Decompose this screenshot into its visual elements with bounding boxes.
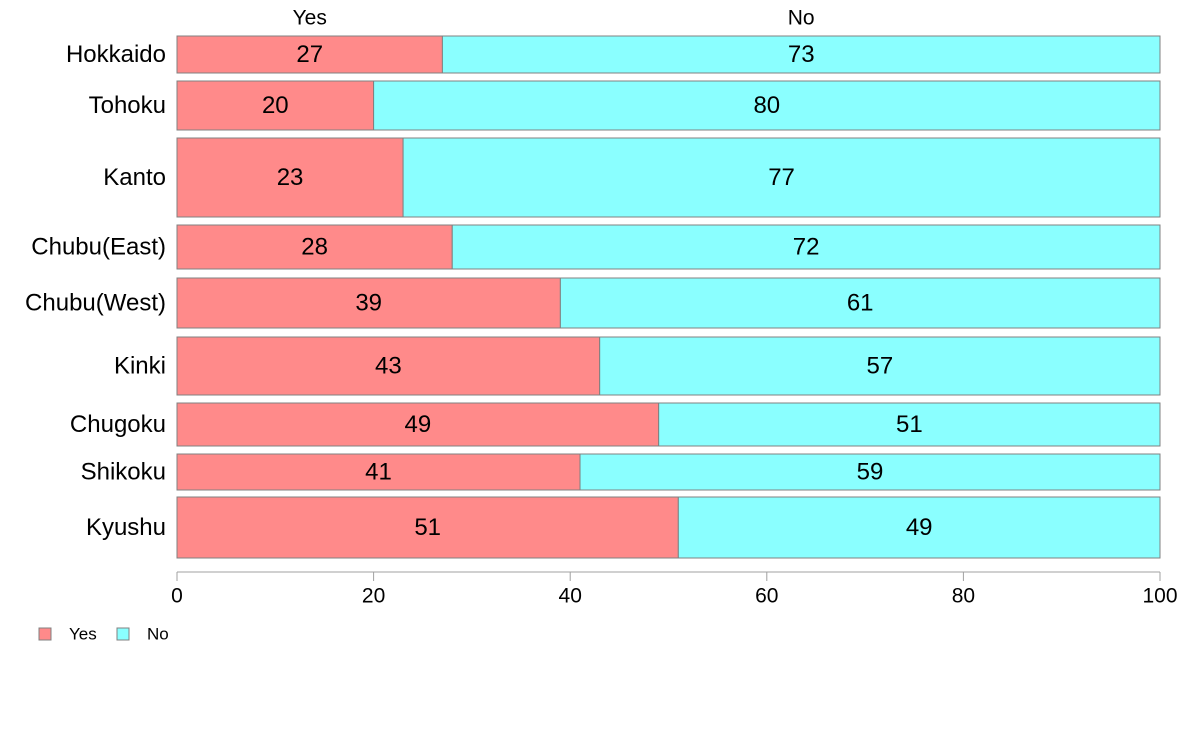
category-label: Kanto [103, 164, 166, 191]
bar-segment-yes [176, 224, 453, 270]
bar-value-label: 80 [753, 92, 780, 119]
bar-value-label: 72 [793, 234, 820, 261]
bar-value-label: 39 [355, 290, 382, 317]
legend: Yes No [38, 625, 169, 644]
x-tick-label: 40 [559, 585, 582, 608]
bar-segment-no [658, 402, 1161, 447]
bar-value-label: 57 [866, 353, 893, 380]
bar-segment-yes [176, 496, 679, 559]
x-tick-label: 0 [171, 585, 183, 608]
category-label: Kyushu [86, 514, 166, 541]
bar-value-label: 73 [788, 41, 815, 68]
bar-segment-no [441, 35, 1161, 74]
bar-value-label: 49 [404, 411, 431, 438]
bars-layer [176, 35, 1161, 559]
x-axis: 0 20 40 60 80 100 [171, 571, 1178, 608]
legend-swatch [38, 627, 52, 641]
bar-segment-yes [176, 35, 443, 74]
category-label: Chubu(West) [25, 290, 166, 317]
x-tick-label: 60 [755, 585, 778, 608]
bar-value-label: 27 [296, 41, 323, 68]
bar-value-label: 51 [896, 411, 923, 438]
legend-label: Yes [69, 625, 97, 644]
bar-value-label: 77 [768, 164, 795, 191]
bar-segment-no [677, 496, 1161, 559]
bar-segment-yes [176, 80, 375, 131]
bar-value-label: 49 [906, 514, 933, 541]
category-label: Chubu(East) [31, 234, 166, 261]
bar-segment-yes [176, 277, 561, 329]
bar-value-label: 51 [414, 514, 441, 541]
bar-value-label: 43 [375, 353, 402, 380]
x-tick-label: 20 [362, 585, 385, 608]
column-header: No [788, 7, 815, 30]
bar-value-label: 59 [857, 459, 884, 486]
bar-segment-no [599, 336, 1161, 396]
bar-value-label: 23 [277, 164, 304, 191]
bar-segment-no [579, 453, 1161, 491]
x-tick-label: 80 [952, 585, 975, 608]
column-header: Yes [293, 7, 327, 30]
bar-value-label: 61 [847, 290, 874, 317]
category-label: Chugoku [70, 411, 166, 438]
bar-labels-layer: Hokkaido 27 73 Tohoku 20 80 Kanto 23 77 Chubu(Eas… [25, 41, 932, 541]
bar-value-label: 28 [301, 234, 328, 261]
bar-segment-no [559, 277, 1161, 329]
bar-value-label: 41 [365, 459, 392, 486]
category-label: Tohoku [89, 92, 166, 119]
bar-segment-yes [176, 402, 660, 447]
category-label: Hokkaido [66, 41, 166, 68]
legend-swatch [116, 627, 130, 641]
column-headers: Yes No [293, 7, 815, 30]
bar-value-label: 20 [262, 92, 289, 119]
category-label: Kinki [114, 353, 166, 380]
x-tick-label: 100 [1142, 585, 1177, 608]
bar-segment-yes [176, 137, 404, 218]
bar-segment-no [402, 137, 1161, 218]
bar-segment-no [451, 224, 1161, 270]
category-label: Shikoku [81, 459, 166, 486]
bar-segment-no [373, 80, 1161, 131]
legend-label: No [147, 625, 169, 644]
